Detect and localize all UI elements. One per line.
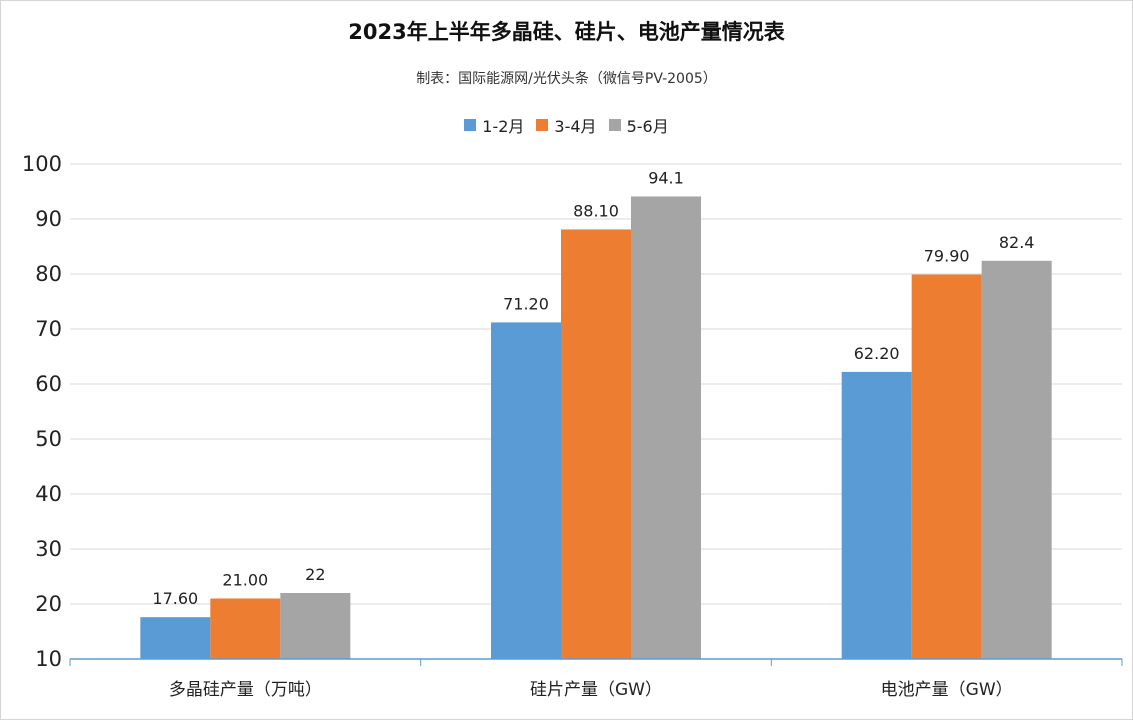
legend-label-series-2: 3-4月 xyxy=(554,117,597,136)
y-tick-label-70: 70 xyxy=(35,317,62,341)
data-label-3-2: 94.1 xyxy=(648,168,684,187)
bar-2-3 xyxy=(911,274,982,659)
bar-1-1 xyxy=(140,617,211,659)
bars xyxy=(140,196,1052,659)
bar-2-2 xyxy=(561,229,631,659)
data-label-1-3: 62.20 xyxy=(854,344,900,363)
data-labels: 17.60 21.00 22 71.20 88.10 94.1 62.20 79.90 82.4 xyxy=(152,168,1034,608)
data-label-2-1: 21.00 xyxy=(222,571,268,590)
data-label-2-3: 79.90 xyxy=(924,247,970,266)
bar-3-2 xyxy=(631,196,701,659)
bar-3-3 xyxy=(981,260,1052,659)
data-label-3-1: 22 xyxy=(305,565,325,584)
bar-1-3 xyxy=(841,371,912,659)
bar-1-2 xyxy=(491,322,561,659)
legend-item-series-3: 5-6月 xyxy=(608,113,669,137)
y-tick-label-10: 10 xyxy=(35,647,62,671)
y-tick-label-100: 100 xyxy=(22,152,62,176)
bar-2-1 xyxy=(210,598,281,659)
chart-legend: 1-2月 3-4月 5-6月 xyxy=(0,113,1133,137)
legend-swatch-series-1 xyxy=(464,119,477,131)
y-tick-label-90: 90 xyxy=(35,207,62,231)
y-tick-label-50: 50 xyxy=(35,427,62,451)
data-label-2-2: 88.10 xyxy=(573,201,619,220)
legend-label-series-3: 5-6月 xyxy=(626,117,669,136)
x-category-label-1: 多晶硅产量（万吨） xyxy=(169,680,322,700)
legend-item-series-2: 3-4月 xyxy=(536,113,597,137)
data-label-3-3: 82.4 xyxy=(999,233,1035,252)
data-label-1-1: 17.60 xyxy=(152,589,198,608)
chart-subtitle: 制表：国际能源网/光伏头条（微信号PV-2005） xyxy=(416,71,717,87)
y-tick-label-40: 40 xyxy=(35,482,62,506)
x-category-label-2: 硅片产量（GW） xyxy=(530,680,662,700)
axes: 10 20 30 40 50 60 70 80 90 100 多晶硅产量（万吨） 硅片产量（GW） 电池… xyxy=(22,152,1123,700)
legend-label-series-1: 1-2月 xyxy=(482,117,525,136)
chart-title: 2023年上半年多晶硅、硅片、电池产量情况表 xyxy=(348,20,785,44)
y-tick-label-60: 60 xyxy=(35,372,62,396)
legend-swatch-series-2 xyxy=(536,119,549,131)
data-label-1-2: 71.20 xyxy=(503,294,549,313)
y-tick-label-20: 20 xyxy=(35,592,62,616)
y-tick-label-30: 30 xyxy=(35,537,62,561)
bar-3-1 xyxy=(280,593,351,659)
legend-item-series-1: 1-2月 xyxy=(464,113,524,137)
y-tick-label-80: 80 xyxy=(35,262,62,286)
legend-swatch-series-3 xyxy=(608,119,621,131)
x-category-label-3: 电池产量（GW） xyxy=(881,680,1013,700)
